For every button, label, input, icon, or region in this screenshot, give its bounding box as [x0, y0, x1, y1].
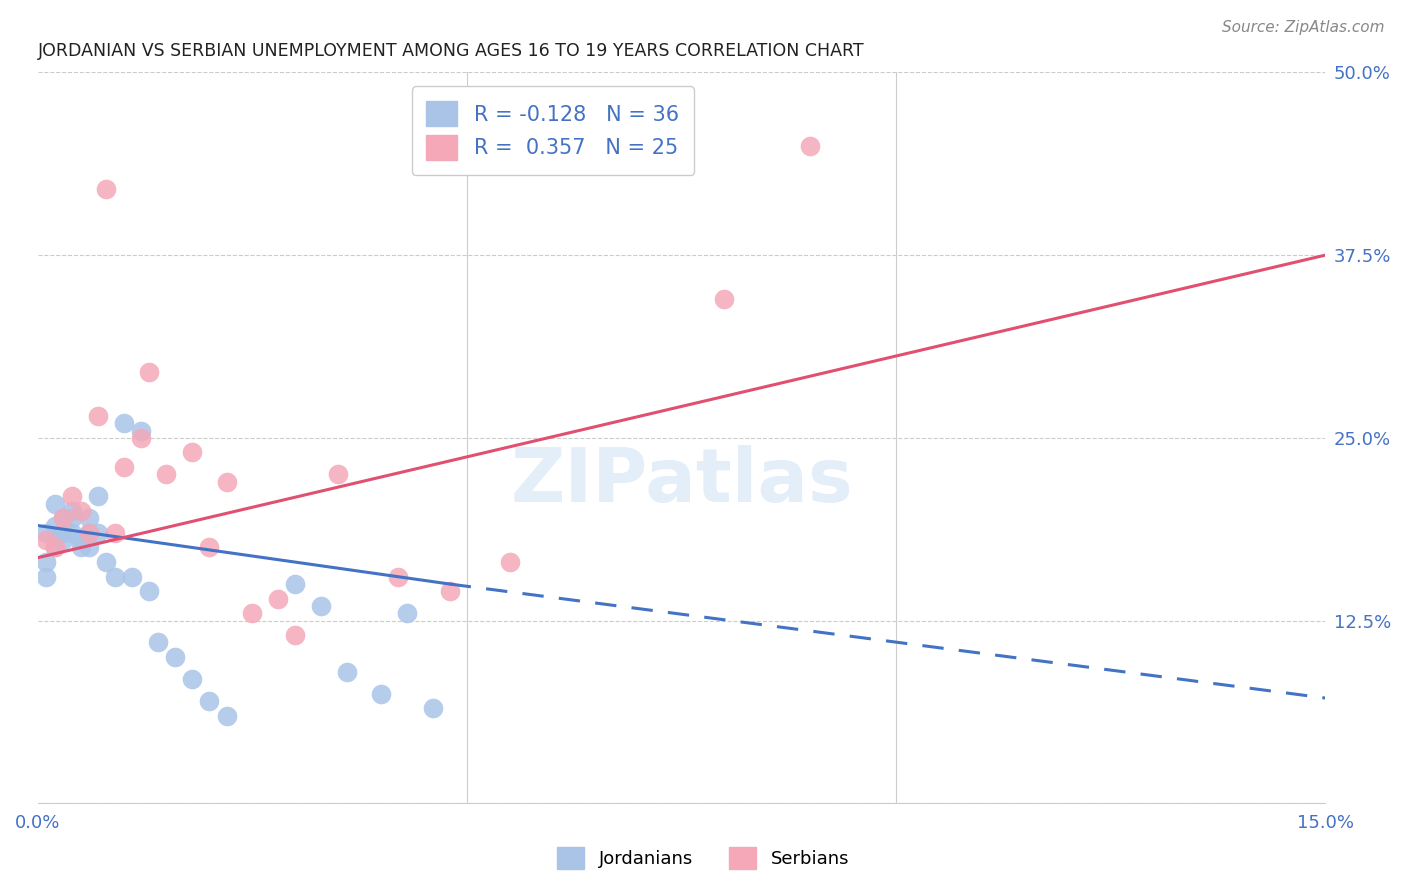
Point [112, 416, 135, 430]
Point [387, 570, 409, 584]
Point [35, 533, 58, 548]
Point [104, 525, 127, 540]
Point [422, 701, 444, 715]
Point [35, 525, 58, 540]
Point [69, 541, 91, 555]
Point [138, 584, 160, 599]
Point [284, 577, 307, 591]
Point [198, 694, 221, 708]
Text: JORDANIAN VS SERBIAN UNEMPLOYMENT AMONG AGES 16 TO 19 YEARS CORRELATION CHART: JORDANIAN VS SERBIAN UNEMPLOYMENT AMONG … [38, 42, 865, 60]
Point [52, 511, 75, 525]
Legend: Jordanians, Serbians: Jordanians, Serbians [550, 839, 856, 876]
Point [69, 533, 91, 548]
Point [799, 138, 821, 153]
Point [60, 504, 83, 518]
Point [198, 541, 221, 555]
Point [44, 518, 66, 533]
Point [35, 555, 58, 569]
Point [104, 570, 127, 584]
Point [326, 467, 349, 482]
Point [44, 541, 66, 555]
Point [181, 445, 204, 459]
Point [309, 599, 332, 613]
Point [336, 665, 359, 679]
Point [267, 591, 290, 606]
Point [215, 708, 238, 723]
Point [77, 525, 100, 540]
Point [284, 628, 307, 642]
Point [215, 475, 238, 489]
Point [44, 541, 66, 555]
Point [52, 525, 75, 540]
Point [52, 511, 75, 525]
Point [146, 635, 169, 649]
Point [713, 292, 735, 306]
Point [163, 650, 186, 665]
Point [87, 525, 110, 540]
Text: Source: ZipAtlas.com: Source: ZipAtlas.com [1222, 20, 1385, 35]
Point [439, 584, 461, 599]
Point [96, 555, 118, 569]
Point [96, 182, 118, 196]
Point [155, 467, 177, 482]
Point [240, 607, 263, 621]
Point [87, 489, 110, 503]
Point [60, 525, 83, 540]
Point [121, 570, 143, 584]
Point [35, 570, 58, 584]
Point [52, 533, 75, 548]
Point [499, 555, 522, 569]
Legend: R = -0.128   N = 36, R =  0.357   N = 25: R = -0.128 N = 36, R = 0.357 N = 25 [412, 87, 693, 175]
Text: ZIPatlas: ZIPatlas [510, 445, 853, 518]
Point [69, 504, 91, 518]
Point [370, 687, 392, 701]
Point [44, 497, 66, 511]
Point [395, 607, 418, 621]
Point [138, 365, 160, 379]
Point [181, 672, 204, 686]
Point [129, 424, 152, 438]
Point [87, 409, 110, 423]
Point [60, 489, 83, 503]
Point [77, 525, 100, 540]
Point [129, 431, 152, 445]
Point [60, 511, 83, 525]
Point [77, 511, 100, 525]
Point [112, 460, 135, 475]
Point [77, 541, 100, 555]
